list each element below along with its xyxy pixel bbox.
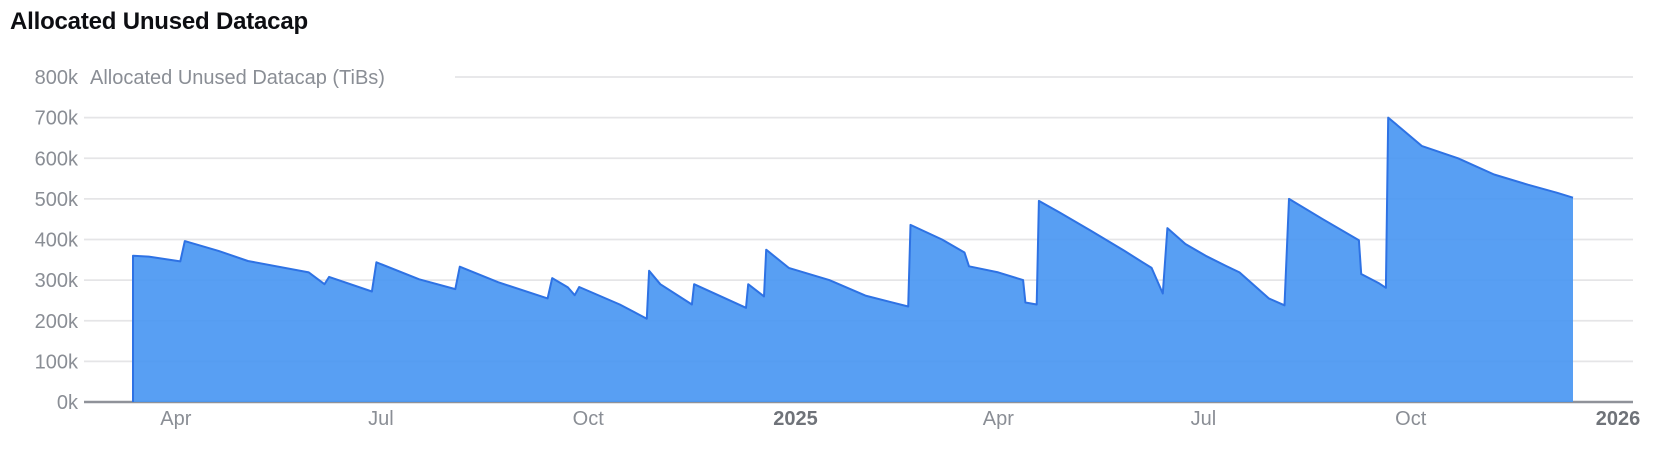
y-tick-label-300k: 300k bbox=[35, 270, 79, 292]
y-tick-label-100k: 100k bbox=[35, 351, 79, 373]
area-outline bbox=[132, 116, 1574, 402]
x-tick-label-2025-2025: 2025 bbox=[773, 408, 818, 430]
x-tick-label-Jul-2025: Jul bbox=[1191, 408, 1217, 430]
chart-title: Allocated Unused Datacap bbox=[10, 8, 308, 35]
x-tick-label-Apr-2024: Apr bbox=[160, 408, 191, 430]
y-tick-label-800k: 800k bbox=[35, 67, 79, 89]
x-tick-label-2026-2026: 2026 bbox=[1596, 408, 1641, 430]
series-label: Allocated Unused Datacap (TiBs) bbox=[90, 67, 385, 89]
y-tick-label-200k: 200k bbox=[35, 311, 79, 333]
x-tick-label-Jul-2024: Jul bbox=[368, 408, 394, 430]
y-tick-label-500k: 500k bbox=[35, 189, 79, 211]
y-tick-label-600k: 600k bbox=[35, 148, 79, 170]
y-tick-label-400k: 400k bbox=[35, 230, 79, 252]
x-tick-label-Apr-2025: Apr bbox=[983, 408, 1014, 430]
x-tick-label-Oct-2024: Oct bbox=[573, 408, 605, 430]
y-tick-label-0k: 0k bbox=[57, 392, 79, 414]
area-fill[interactable] bbox=[133, 117, 1573, 402]
x-tick-label-Oct-2025: Oct bbox=[1395, 408, 1427, 430]
y-tick-label-700k: 700k bbox=[35, 108, 79, 130]
